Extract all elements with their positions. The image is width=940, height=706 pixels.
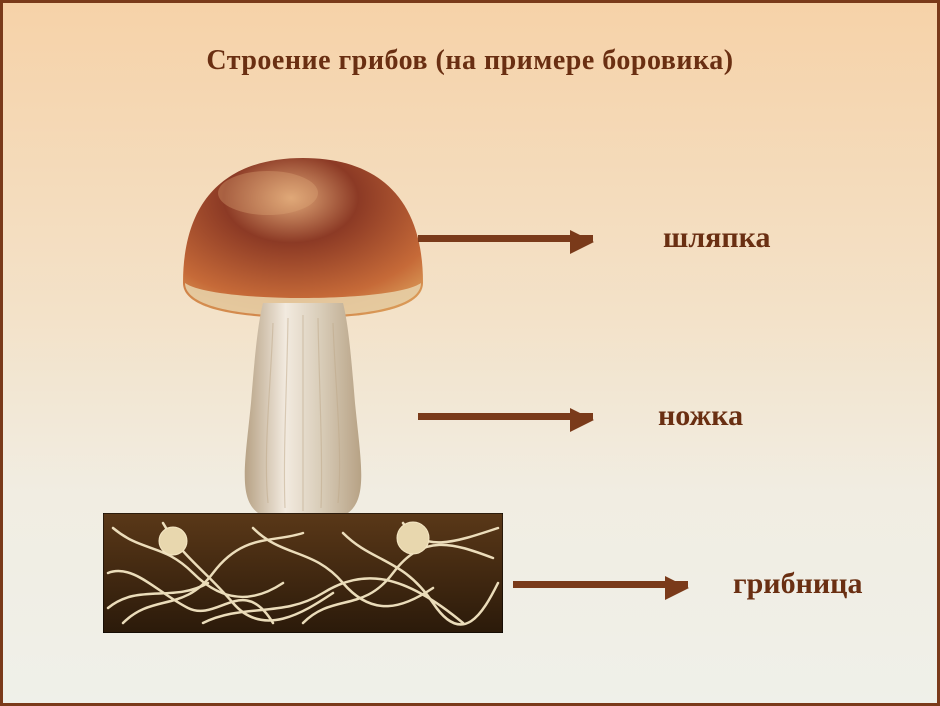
arrow-cap: шляпка xyxy=(418,221,771,255)
arrow-icon xyxy=(513,581,688,588)
label-mycelium: грибница xyxy=(733,567,862,601)
mycelium-soil xyxy=(103,513,503,633)
diagram-title: Строение грибов (на примере боровика) xyxy=(3,45,937,77)
mushroom-stem xyxy=(233,303,373,518)
mushroom-cap xyxy=(173,153,433,323)
arrow-icon xyxy=(418,413,593,420)
arrow-icon xyxy=(418,235,593,242)
label-stem: ножка xyxy=(658,399,743,433)
arrow-stem: ножка xyxy=(418,399,743,433)
label-cap: шляпка xyxy=(663,221,771,255)
arrow-mycelium: грибница xyxy=(513,567,862,601)
